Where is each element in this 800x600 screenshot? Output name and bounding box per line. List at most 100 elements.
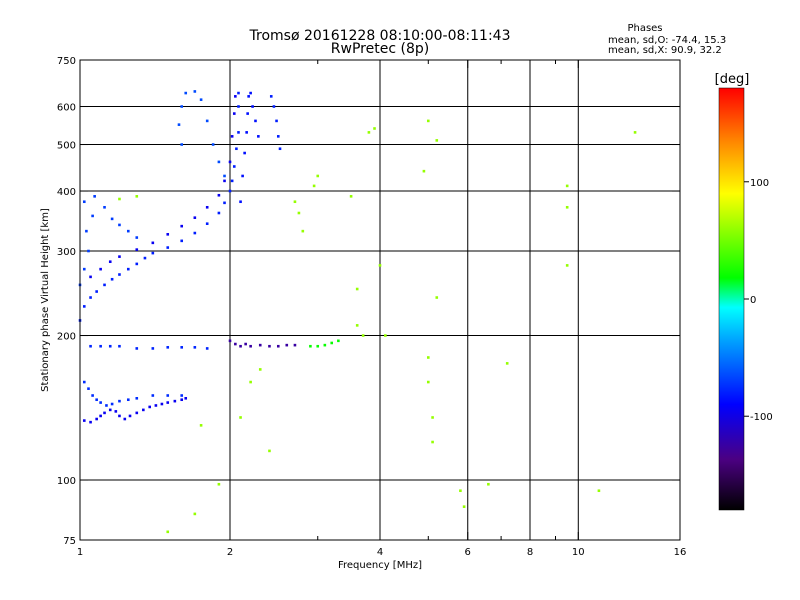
data-point (184, 397, 188, 400)
data-point (239, 200, 242, 204)
data-point (123, 417, 127, 421)
data-point (235, 147, 238, 151)
data-point (108, 260, 112, 264)
data-point (160, 402, 164, 406)
stats-line-x: mean, sd,X: 90.9, 32.2 (608, 45, 722, 56)
data-point (184, 91, 188, 95)
data-point (217, 211, 221, 215)
data-point (110, 402, 114, 406)
data-point (272, 105, 276, 108)
data-point (565, 184, 569, 188)
data-point (89, 296, 92, 299)
data-point (426, 380, 430, 384)
data-point (193, 346, 197, 349)
data-point (254, 119, 257, 123)
data-point (367, 131, 371, 134)
data-point (180, 394, 184, 397)
data-point (166, 346, 170, 349)
chart-title: Tromsø 20161228 08:10:00-08:11:43 (249, 28, 511, 44)
data-point (118, 197, 121, 201)
data-point (258, 368, 262, 371)
y-tick-label: 400 (57, 187, 76, 198)
plot-frame (79, 59, 681, 541)
data-point (180, 398, 184, 402)
data-point (108, 344, 112, 348)
data-point (154, 404, 158, 407)
data-point (199, 424, 203, 427)
data-point (243, 151, 246, 155)
data-point (217, 482, 221, 486)
stats-line-o: mean, sd,O: -74.4, 15.3 (608, 35, 726, 46)
data-point (118, 255, 121, 258)
data-point (435, 139, 439, 142)
data-point (268, 449, 271, 453)
data-point (166, 530, 170, 534)
data-point (110, 277, 114, 281)
data-point (135, 397, 139, 400)
data-point (349, 195, 353, 198)
data-point (95, 290, 98, 293)
data-point (316, 344, 320, 348)
data-point (431, 416, 434, 419)
data-point (312, 184, 316, 188)
data-point (82, 419, 86, 422)
data-point (193, 216, 197, 219)
data-point (118, 414, 121, 418)
data-point (633, 131, 637, 134)
data-point (151, 251, 155, 255)
data-point (285, 343, 289, 347)
colorbar-tick-label: 0 (750, 295, 756, 306)
y-tick-label: 750 (57, 56, 76, 67)
data-point (205, 119, 209, 123)
data-point (268, 344, 271, 348)
data-point (234, 342, 237, 346)
grid-lines (80, 60, 680, 540)
data-point (293, 200, 297, 204)
data-point (103, 205, 106, 209)
data-point (257, 135, 260, 138)
data-point (135, 236, 139, 239)
data-point (565, 264, 569, 267)
data-point (244, 342, 247, 346)
data-point (82, 305, 86, 308)
y-axis-label: Stationary phase Virtual Height [km] (40, 208, 51, 392)
data-point (85, 229, 88, 233)
data-point (230, 135, 234, 138)
data-point (128, 414, 132, 418)
data-point (151, 347, 155, 350)
y-tick-label: 600 (57, 103, 76, 114)
data-point (337, 339, 340, 343)
data-point (247, 95, 250, 98)
colorbar (718, 87, 745, 511)
data-point (276, 344, 280, 348)
data-point (275, 119, 278, 123)
data-point (166, 394, 170, 397)
data-point (431, 440, 434, 444)
data-points (78, 90, 637, 534)
data-point (180, 105, 184, 108)
data-point (126, 398, 130, 402)
data-point (487, 482, 490, 486)
data-point (293, 343, 297, 347)
data-point (118, 273, 121, 276)
x-tick-label: 2 (227, 547, 233, 558)
data-point (237, 91, 240, 95)
data-point (118, 399, 121, 403)
data-point (108, 408, 112, 412)
data-point (232, 165, 236, 168)
data-point (87, 249, 90, 253)
data-point (217, 193, 221, 197)
data-point (89, 420, 92, 424)
data-point (378, 264, 382, 267)
data-point (95, 417, 98, 421)
data-point (228, 339, 232, 343)
data-point (91, 214, 94, 218)
data-point (232, 112, 236, 115)
data-point (361, 334, 365, 337)
data-point (95, 398, 98, 402)
data-point (126, 267, 130, 271)
y-tick-label: 200 (57, 332, 76, 343)
data-point (135, 248, 139, 251)
stats-heading: Phases (627, 23, 662, 34)
